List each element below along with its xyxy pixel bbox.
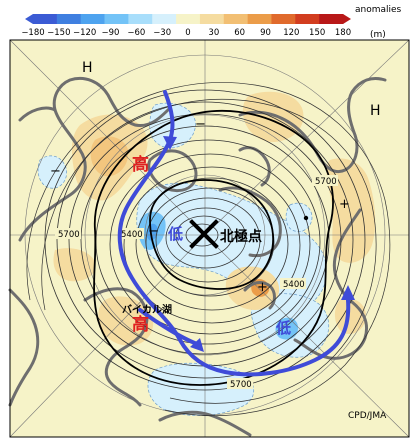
high-label-top: 高 — [132, 154, 149, 175]
legend-tick-label: 30 — [208, 28, 219, 38]
contour-label-5700-south: 5700 — [230, 380, 252, 390]
contour-label-5400-west: 5400 — [121, 230, 143, 240]
anomaly-legend: −180 −150 −120 −90 −60 −30 0 30 60 90 120 150 180 an… — [21, 5, 401, 40]
station-dot — [303, 215, 309, 221]
legend-tick-label: −90 — [102, 28, 120, 38]
outer-contours — [26, 82, 391, 416]
contour-label-5700-east: 5700 — [315, 177, 337, 187]
high-label-right: H — [370, 103, 381, 119]
negative-anomaly-east-core — [275, 317, 298, 340]
outer-contour-1 — [26, 82, 391, 416]
legend-tick-label: 120 — [283, 28, 299, 38]
high-label-bottom: 高 — [132, 314, 149, 335]
legend-tick-label: −150 — [47, 28, 70, 38]
coast-asia-east — [293, 208, 368, 360]
contour-labels: 5700 5400 5700 5400 5700 — [55, 175, 338, 390]
legend-swatch — [319, 14, 344, 24]
legend-swatch — [295, 14, 320, 24]
legend-tick-label: 60 — [234, 28, 245, 38]
outer-contour-2 — [41, 99, 377, 404]
map-border — [9, 39, 410, 438]
positive-anomaly-north-core — [90, 136, 129, 177]
legend-swatch — [104, 14, 129, 24]
credit-text: CPD/JMA — [348, 411, 387, 421]
legend-swatch — [33, 14, 58, 24]
positive-anomaly-ne — [242, 91, 304, 143]
coast-europe — [238, 77, 387, 174]
legend-color-bar — [33, 14, 344, 24]
negative-anomaly-west — [37, 155, 67, 189]
legend-tick-label: 0 — [185, 28, 190, 38]
jet-stream-arrowheads — [163, 136, 355, 352]
positive-anomaly-sw — [53, 248, 96, 282]
coast-upper-left — [18, 106, 57, 122]
coast-greenland — [147, 149, 198, 193]
high-label-left: H — [82, 60, 93, 76]
sign-minus-north: − — [195, 117, 206, 132]
contour-5400 — [149, 179, 274, 290]
legend-swatch — [247, 14, 272, 24]
jet-stream-west-branch — [117, 90, 351, 377]
coastlines — [8, 76, 387, 437]
low-label-right: 低 — [275, 319, 291, 337]
legend-tick-label: 150 — [309, 28, 325, 38]
legend-tick-label: 90 — [260, 28, 271, 38]
sign-plus-baikal: + — [257, 280, 268, 295]
legend-tick-label: 180 — [335, 28, 351, 38]
coast-north-america — [18, 76, 172, 242]
legend-swatch — [56, 14, 81, 24]
legend-tick-labels: −180 −150 −120 −90 −60 −30 0 30 60 90 120 150 180 — [21, 28, 351, 38]
legend-swatch — [80, 14, 105, 24]
baikal-lake-label: バイカル湖 — [122, 303, 172, 316]
legend-swatch — [199, 14, 225, 24]
legend-left-arrow — [25, 14, 33, 24]
negative-anomaly-ne — [285, 202, 313, 232]
coast-japan — [243, 281, 276, 310]
legend-unit: (m) — [370, 30, 386, 40]
sign-minus-west: − — [50, 164, 61, 179]
north-pole-label: 北極点 — [220, 228, 262, 245]
legend-tick-label: −60 — [127, 28, 145, 38]
coast-alaska — [83, 287, 149, 407]
arrowhead-north — [163, 136, 177, 150]
legend-right-arrow — [343, 14, 351, 24]
legend-swatch — [223, 14, 248, 24]
anomaly-signs: − − − + + — [50, 117, 350, 295]
legend-tick-label: −180 — [21, 28, 44, 38]
arrowhead-south — [190, 338, 204, 352]
north-pole-marker — [189, 219, 219, 249]
contour-label-5700-west: 5700 — [58, 230, 80, 240]
coast-west — [8, 288, 40, 407]
low-label-center: 低 — [167, 225, 183, 243]
coast-south — [158, 410, 252, 437]
negative-anomaly-polar — [136, 182, 327, 313]
legend-swatch — [271, 14, 296, 24]
legend-title: anomalies — [355, 5, 402, 15]
coast-north-asia — [238, 146, 271, 187]
positive-anomaly-areas — [53, 91, 376, 346]
legend-tick-label: −30 — [153, 28, 171, 38]
legend-swatch — [176, 14, 201, 24]
arrowhead-east — [341, 285, 355, 300]
legend-swatch — [128, 14, 153, 24]
positive-anomaly-east — [326, 158, 376, 263]
legend-tick-label: −120 — [73, 28, 96, 38]
sign-plus-east: + — [339, 197, 350, 212]
legend-swatch — [152, 14, 177, 24]
sign-minus-polar: − — [148, 224, 159, 239]
contour-label-5400-east: 5400 — [283, 280, 305, 290]
